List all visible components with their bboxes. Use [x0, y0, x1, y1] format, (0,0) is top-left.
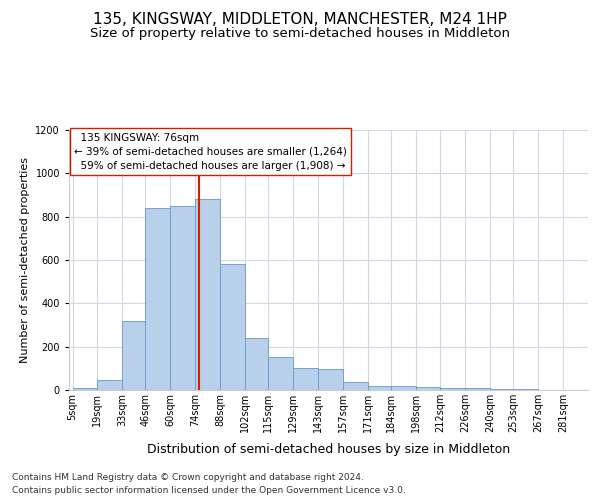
Text: Contains public sector information licensed under the Open Government Licence v3: Contains public sector information licen… [12, 486, 406, 495]
Bar [268, 357, 293, 390]
Text: Size of property relative to semi-detached houses in Middleton: Size of property relative to semi-detach… [90, 28, 510, 40]
Bar [391, 386, 416, 390]
Bar [245, 338, 268, 390]
Text: Contains HM Land Registry data © Crown copyright and database right 2024.: Contains HM Land Registry data © Crown c… [12, 472, 364, 482]
Text: 135 KINGSWAY: 76sqm
← 39% of semi-detached houses are smaller (1,264)
  59% of s: 135 KINGSWAY: 76sqm ← 39% of semi-detach… [74, 132, 347, 170]
Text: Distribution of semi-detached houses by size in Middleton: Distribution of semi-detached houses by … [147, 442, 511, 456]
Bar [466, 388, 490, 390]
Bar [440, 388, 466, 390]
Bar [97, 380, 122, 390]
Bar [195, 200, 220, 390]
Text: 135, KINGSWAY, MIDDLETON, MANCHESTER, M24 1HP: 135, KINGSWAY, MIDDLETON, MANCHESTER, M2… [93, 12, 507, 28]
Bar [220, 264, 245, 390]
Bar [73, 388, 97, 390]
Bar [368, 386, 391, 390]
Bar [170, 206, 195, 390]
Bar [293, 368, 318, 390]
Bar [490, 389, 514, 390]
Bar [122, 321, 145, 390]
Bar [318, 370, 343, 390]
Bar [343, 382, 368, 390]
Bar [416, 388, 440, 390]
Y-axis label: Number of semi-detached properties: Number of semi-detached properties [20, 157, 30, 363]
Bar [145, 208, 170, 390]
